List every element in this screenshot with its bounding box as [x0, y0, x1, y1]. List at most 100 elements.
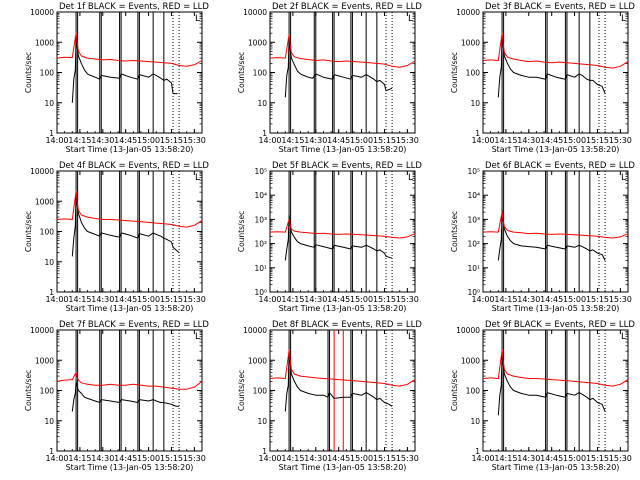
legend-marker: L: [621, 173, 626, 183]
y-tick-label: 1000: [461, 356, 480, 365]
series-line-lld: [56, 32, 203, 67]
x-tick-label: 14:15: [68, 136, 91, 145]
x-tick-label: 15:30: [183, 295, 206, 304]
y-axis-label: Counts/sec: [237, 211, 246, 252]
chart-title: Det 4f BLACK = Events, RED = LLD: [59, 161, 209, 171]
y-tick-label: 10³: [254, 215, 267, 224]
y-tick-label: 10000: [456, 326, 480, 335]
chart-title: Det 3f BLACK = Events, RED = LLD: [485, 2, 635, 12]
y-tick-label: 10⁴: [254, 191, 267, 200]
y-tick-label: 1: [475, 447, 480, 456]
x-tick-label: 15:30: [396, 454, 419, 463]
series-line-lld: [269, 218, 416, 239]
x-axis-label: Start Time (13-Jan-05 13:58:20): [66, 463, 194, 472]
y-axis-label: Counts/sec: [24, 370, 33, 411]
x-tick-label: 14:30: [517, 454, 540, 463]
y-tick-label: 1000: [35, 356, 54, 365]
series-line-events: [71, 191, 180, 257]
x-tick-label: 14:15: [494, 295, 517, 304]
x-axis-label: Start Time (13-Jan-05 13:58:20): [279, 463, 407, 472]
y-tick-label: 10: [257, 99, 267, 108]
y-tick-label: 1000: [248, 356, 267, 365]
x-tick-label: 14:45: [327, 295, 350, 304]
x-tick-label: 14:45: [114, 136, 137, 145]
y-tick-label: 10⁵: [467, 167, 480, 176]
x-tick-label: 14:30: [517, 295, 540, 304]
y-tick-label: 1: [475, 129, 480, 138]
x-tick-label: 14:30: [517, 136, 540, 145]
x-tick-label: 15:00: [350, 295, 373, 304]
legend-marker: L: [408, 332, 413, 342]
series-line-events: [71, 36, 178, 103]
x-axis-label: Start Time (13-Jan-05 13:58:20): [492, 145, 620, 154]
y-tick-label: 10³: [467, 215, 480, 224]
chart-title: Det 5f BLACK = Events, RED = LLD: [272, 161, 422, 171]
y-tick-label: 100: [253, 69, 268, 78]
series-line-events: [497, 209, 606, 261]
plot-frame: [269, 170, 416, 293]
y-axis-label: Counts/sec: [24, 211, 33, 252]
x-tick-label: 14:45: [540, 295, 563, 304]
x-tick-label: 14:00: [471, 295, 494, 304]
x-axis-label: Start Time (13-Jan-05 13:58:20): [66, 145, 194, 154]
y-tick-label: 10000: [30, 326, 54, 335]
y-tick-label: 1: [49, 288, 54, 297]
series-line-lld: [56, 190, 203, 228]
y-axis-label: Counts/sec: [450, 52, 459, 93]
x-axis-label: Start Time (13-Jan-05 13:58:20): [492, 304, 620, 313]
x-tick-label: 14:00: [45, 454, 68, 463]
x-tick-label: 15:00: [563, 454, 586, 463]
x-tick-label: 14:00: [45, 295, 68, 304]
plot-frame: [56, 170, 203, 293]
legend-marker: L: [621, 332, 626, 342]
y-tick-label: 1: [262, 129, 267, 138]
y-tick-label: 10: [44, 258, 54, 267]
plot-frame: [56, 11, 203, 134]
x-tick-label: 14:15: [281, 295, 304, 304]
legend-marker: L: [195, 332, 200, 342]
x-tick-label: 14:30: [91, 136, 114, 145]
y-tick-label: 1000: [35, 38, 54, 47]
x-axis-label: Start Time (13-Jan-05 13:58:20): [492, 463, 620, 472]
chart-title: Det 2f BLACK = Events, RED = LLD: [272, 2, 422, 12]
x-tick-label: 14:45: [540, 136, 563, 145]
y-axis-label: Counts/sec: [24, 52, 33, 93]
y-tick-label: 100: [466, 69, 481, 78]
x-tick-label: 14:45: [327, 136, 350, 145]
x-tick-label: 15:00: [137, 454, 160, 463]
y-tick-label: 10000: [456, 8, 480, 17]
x-tick-label: 14:00: [471, 136, 494, 145]
x-tick-label: 15:15: [373, 295, 396, 304]
y-tick-label: 10000: [30, 8, 54, 17]
x-tick-label: 15:30: [609, 454, 632, 463]
y-axis-label: Counts/sec: [450, 211, 459, 252]
series-line-events: [497, 34, 606, 98]
plot-frame: [269, 329, 416, 452]
x-tick-label: 15:15: [160, 295, 183, 304]
series-line-lld: [482, 32, 629, 69]
x-axis-label: Start Time (13-Jan-05 13:58:20): [66, 304, 194, 313]
x-tick-label: 15:00: [350, 136, 373, 145]
y-tick-label: 10: [470, 99, 480, 108]
y-tick-label: 10⁰: [467, 288, 480, 297]
x-tick-label: 14:30: [304, 454, 327, 463]
x-tick-label: 14:45: [114, 454, 137, 463]
y-tick-label: 10⁰: [254, 288, 267, 297]
series-line-lld: [482, 349, 629, 387]
y-axis-label: Counts/sec: [450, 370, 459, 411]
plot-frame: [482, 329, 629, 452]
y-tick-label: 100: [466, 387, 481, 396]
y-tick-label: 10000: [243, 8, 267, 17]
y-tick-label: 100: [40, 69, 55, 78]
legend-marker: L: [195, 14, 200, 24]
y-tick-label: 10¹: [254, 264, 267, 273]
chart-title: Det 6f BLACK = Events, RED = LLD: [485, 161, 635, 171]
